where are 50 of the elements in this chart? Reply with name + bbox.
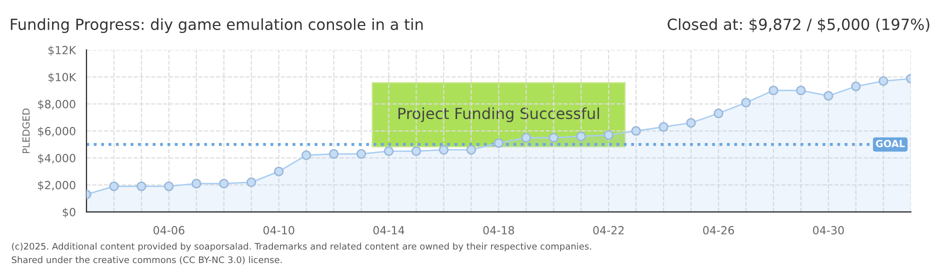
point bbox=[548, 132, 558, 143]
point bbox=[356, 149, 366, 159]
point bbox=[164, 181, 174, 192]
ref-line-label: GOAL bbox=[876, 140, 905, 148]
x-tick-label: 04-30 bbox=[813, 226, 844, 234]
point bbox=[521, 132, 532, 143]
point bbox=[714, 108, 724, 118]
point bbox=[768, 86, 778, 96]
point bbox=[796, 86, 806, 96]
x-tick-label: 04-18 bbox=[483, 226, 514, 234]
chart-title: Funding Progress: diy game emulation console in a tin bbox=[10, 18, 423, 34]
x-tick-label: 04-14 bbox=[373, 226, 404, 234]
x-tick-label: 04-06 bbox=[154, 226, 184, 234]
chart-subtitle: Closed at: $9,872 / $5,000 (197%) bbox=[668, 18, 930, 32]
point bbox=[658, 122, 668, 132]
point bbox=[328, 149, 339, 159]
point bbox=[192, 178, 202, 188]
y-tick-label: $0 bbox=[62, 208, 76, 218]
point bbox=[109, 181, 119, 192]
point bbox=[631, 126, 641, 136]
point bbox=[219, 178, 229, 188]
point bbox=[576, 131, 586, 142]
point bbox=[494, 138, 504, 148]
text: Shared under the creative commons (CC BY-NC 3.0) license. bbox=[12, 256, 282, 264]
y-tick-label: $12K bbox=[48, 46, 76, 56]
point bbox=[824, 90, 834, 101]
y-axis-title: PLEDGED bbox=[22, 108, 30, 154]
point bbox=[878, 76, 888, 86]
point bbox=[411, 146, 422, 156]
point bbox=[136, 181, 146, 192]
y-tick-label: $10K bbox=[48, 72, 76, 83]
x-tick-label: 04-10 bbox=[263, 226, 294, 234]
point bbox=[686, 118, 696, 128]
point bbox=[741, 98, 751, 108]
y-tick-label: $4,000 bbox=[38, 154, 76, 164]
x-tick-label: 04-22 bbox=[593, 226, 624, 234]
y-tick-label: $6,000 bbox=[38, 126, 76, 137]
point bbox=[438, 144, 449, 155]
x-tick-label: 04-26 bbox=[703, 226, 734, 234]
annotation: Project Funding Successful bbox=[398, 107, 599, 122]
point bbox=[384, 146, 394, 156]
point bbox=[851, 82, 861, 92]
point bbox=[466, 144, 476, 155]
point bbox=[301, 150, 312, 160]
point bbox=[604, 130, 614, 140]
text: (c)2025. Additional content provided by soaporsalad. Trademarks and related content are owned by their respective companies. bbox=[12, 242, 592, 252]
y-tick-label: $8,000 bbox=[38, 100, 76, 110]
y-tick-label: $2,000 bbox=[38, 180, 76, 191]
point bbox=[246, 177, 256, 188]
point bbox=[274, 166, 284, 176]
